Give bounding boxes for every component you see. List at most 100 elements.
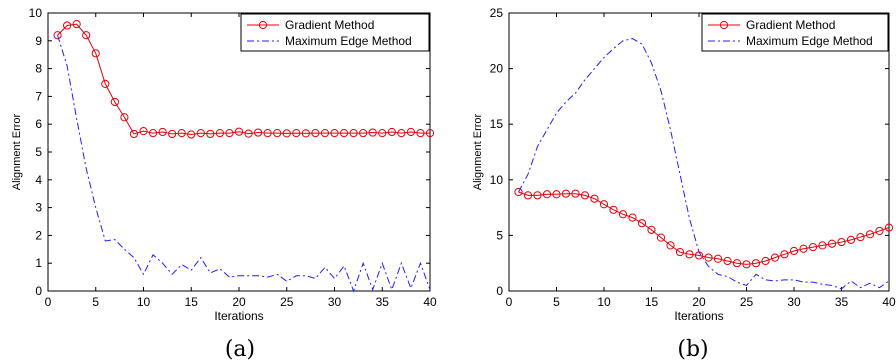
data-point-gradient [523,191,533,200]
data-point-gradient [580,191,590,200]
x-tick-label: 15 [185,295,199,309]
data-point-gradient [120,113,129,122]
data-point-gradient [675,247,685,257]
legend-swatch-marker [258,20,268,30]
y-tick-label: 5 [496,228,503,242]
x-tick-label: 40 [423,295,437,309]
panel-caption: (a) [225,337,255,362]
data-point-gradient [101,79,110,88]
chart-panel-0: 0 5 10 15 20 25 30 35 40 0 1 2 3 4 5 6 7 8 9 10 Iterations Al… [11,6,437,362]
data-point-gradient [263,128,272,138]
y-tick-label: 7 [35,89,42,103]
data-point-gradient [53,31,62,40]
chart-panel-1: 0 5 10 15 20 25 30 35 40 0 5 10 15 20 25 Iterations Alig… [472,6,896,362]
data-point-gradient [884,223,894,232]
data-point-gradient [666,241,675,250]
legend-label: Gradient Method [285,18,374,32]
data-point-gradient [723,256,732,266]
data-point-gradient [770,253,780,262]
data-point-gradient [685,250,694,259]
data-point-gradient [368,128,377,137]
plot-area [47,12,431,292]
plot-area [508,12,890,292]
data-point-gradient [590,194,599,203]
data-point-gradient [292,128,301,138]
data-point-gradient [561,189,571,198]
data-point-gradient [168,129,177,139]
data-point-gradient [225,128,234,138]
legend: Gradient Method Maximum Edge Method [701,13,889,52]
x-tick-label: 25 [280,295,294,309]
y-axis-label: Alignment Error [11,113,23,190]
x-tick-label: 5 [92,295,99,309]
data-point-gradient [339,128,349,138]
legend-label: Maximum Edge Method [746,34,873,48]
data-point-gradient [416,128,425,138]
data-point-gradient [158,127,167,137]
data-point-gradient [311,128,320,138]
data-point-gradient [82,31,91,40]
data-point-gradient [780,250,789,259]
data-point-gradient [63,21,72,30]
data-point-gradient [425,128,435,138]
y-tick-label: 0 [35,284,42,298]
y-tick-label: 6 [35,117,42,131]
data-point-gradient [789,246,799,256]
series-line-gradient [518,191,890,265]
data-point-gradient [713,254,723,263]
data-point-gradient [628,213,637,222]
data-point-gradient [751,259,761,268]
data-point-gradient [514,187,523,197]
y-tick-label: 3 [35,201,42,215]
data-point-gradient [177,128,186,138]
y-tick-label: 0 [496,284,503,298]
data-point-gradient [656,233,666,242]
legend-box [240,13,430,52]
series-line-maximum-edge [518,38,890,290]
x-tick-label: 15 [645,295,659,309]
x-tick-label: 25 [740,295,754,309]
x-tick-label: 35 [376,295,390,309]
data-point-gradient [837,237,846,247]
data-point-gradient [571,189,580,198]
data-point-gradient [234,127,244,136]
data-point-gradient [387,127,396,137]
data-point-gradient [187,130,196,139]
legend-label: Gradient Method [746,18,835,32]
legend-swatch-marker [719,20,729,30]
data-point-gradient [808,242,818,252]
x-tick-label: 10 [137,295,151,309]
data-point-gradient [647,225,656,234]
data-point-gradient [875,226,884,236]
y-tick-label: 4 [35,173,42,187]
data-point-gradient [244,129,253,138]
data-point-gradient [742,260,751,269]
data-point-gradient [273,128,282,138]
data-point-gradient [301,129,310,138]
legend: Gradient Method Maximum Edge Method [240,13,430,52]
data-point-gradient [215,128,224,138]
y-axis-label: Alignment Error [472,113,484,190]
data-point-gradient [542,190,552,199]
data-point-gradient [378,128,387,138]
data-point-gradient [618,210,628,219]
x-axis-label: Iterations [214,309,263,323]
data-point-gradient [732,259,742,268]
data-point-gradient [827,239,837,248]
x-tick-label: 40 [882,295,896,309]
y-tick-label: 20 [490,62,504,76]
data-point-gradient [254,128,263,137]
series-line-maximum-edge [57,35,431,293]
y-tick-label: 1 [35,256,42,270]
data-point-gradient [609,205,618,214]
data-point-gradient [799,244,808,253]
y-tick-label: 15 [490,117,504,131]
data-point-gradient [397,128,406,138]
data-point-gradient [129,129,139,139]
x-tick-label: 30 [787,295,801,309]
data-point-gradient [349,128,358,138]
data-point-gradient [282,129,291,138]
data-point-gradient [110,97,119,107]
data-point-gradient [552,190,561,199]
